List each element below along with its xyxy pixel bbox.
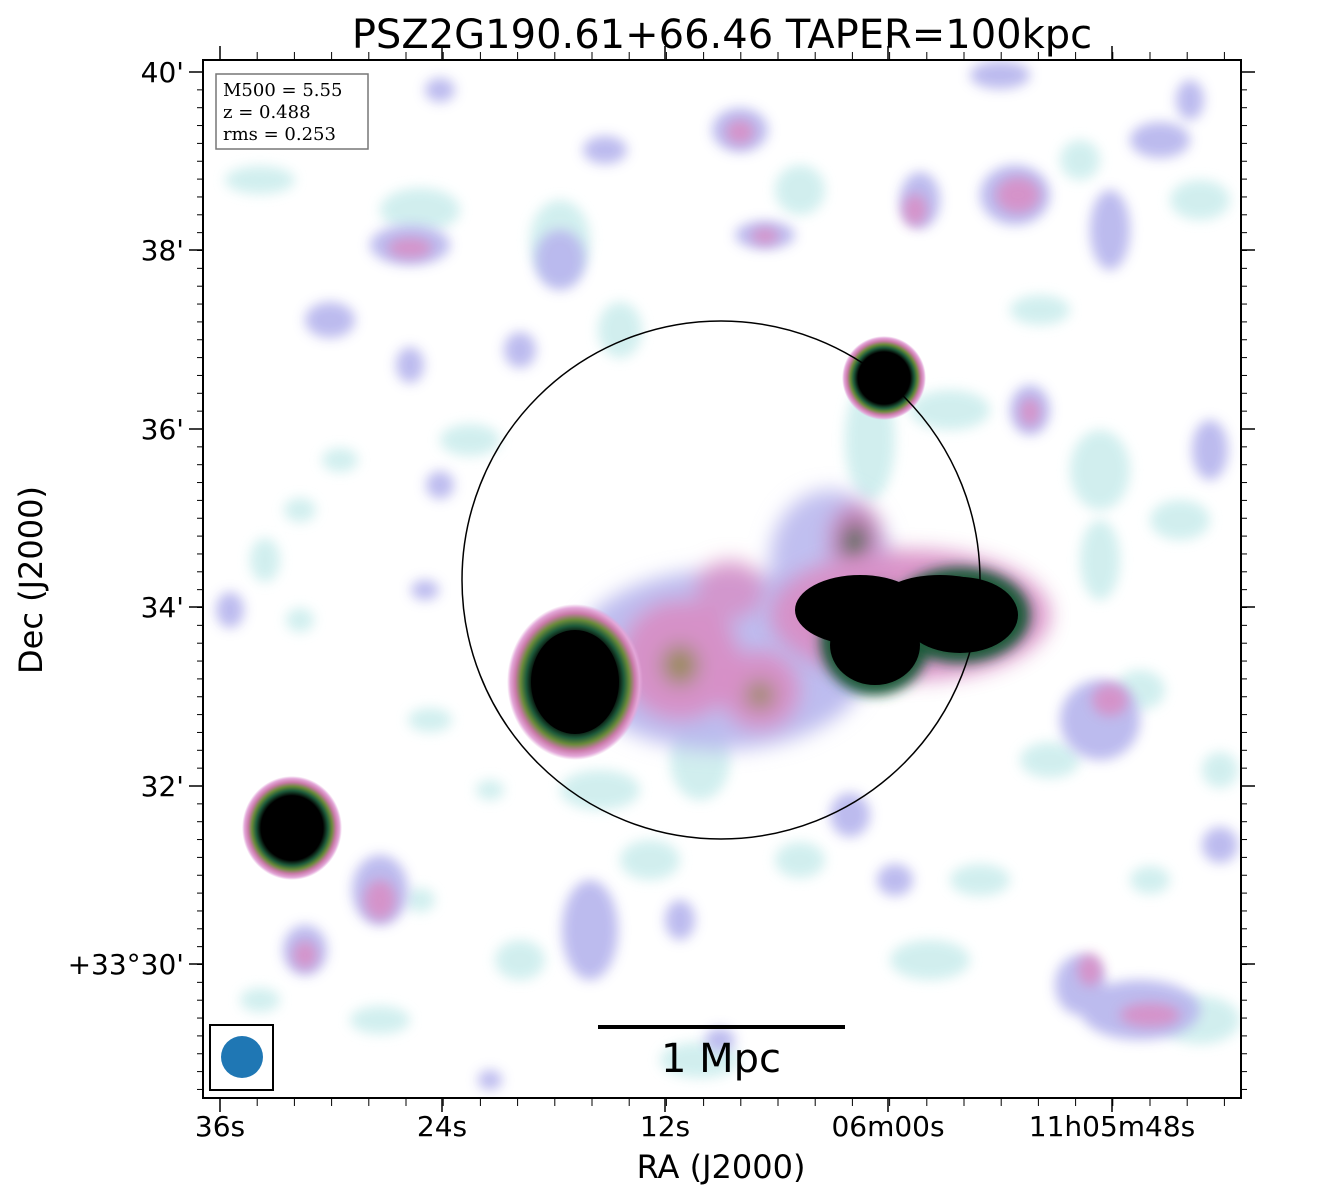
figure-title: PSZ2G190.61+66.46 TAPER=100kpc [352,12,1092,58]
plot-frame [202,59,1242,1099]
redshift-text: z = 0.488 [223,102,311,123]
r500-circle [461,320,981,840]
info-box: M500 = 5.55 z = 0.488 rms = 0.253 [215,73,369,150]
rms-text: rms = 0.253 [223,124,336,145]
y-tick-label: +33°30' [68,948,184,981]
y-tick-labels: 40' 38' 36' 34' 32' +33°30' [68,56,184,981]
scale-bar-label: 1 Mpc [661,1036,781,1082]
x-tick-label: 11h05m48s [1029,1110,1196,1143]
x-tick-label: 12s [640,1110,690,1143]
y-tick-label: 36' [141,413,184,446]
y-tick-label: 38' [141,234,184,267]
x-tick-label: 36s [195,1110,245,1143]
y-tick-label: 40' [141,56,184,89]
y-tick-label: 34' [141,591,184,624]
beam-ellipse-icon [209,1024,274,1091]
x-tick-label: 24s [417,1110,467,1143]
scale-bar: 1 Mpc [598,1025,845,1082]
radio-map [203,60,1241,1098]
x-tick-labels: 36s 24s 12s 06m00s 11h05m48s [195,1110,1195,1143]
y-axis-label: Dec (J2000) [12,486,50,674]
noise-high-layer [293,120,1180,1027]
minor-ticks [197,52,1247,1106]
x-axis-label: RA (J2000) [637,1148,806,1186]
x-tick-label: 06m00s [831,1110,944,1143]
mass-text: M500 = 5.55 [223,80,342,101]
y-tick-label: 32' [141,770,184,803]
